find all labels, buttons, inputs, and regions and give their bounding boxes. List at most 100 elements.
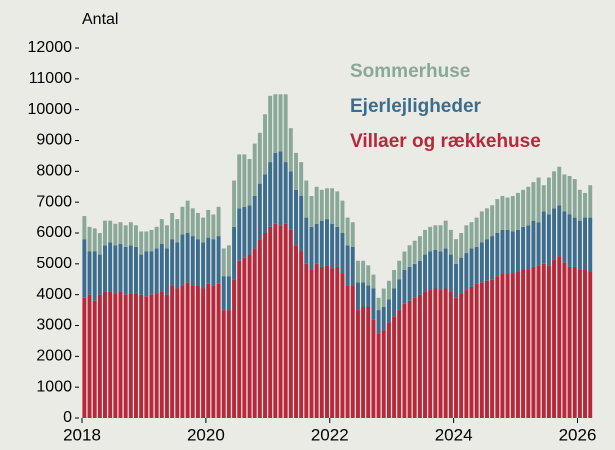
bar-segment: [325, 188, 329, 220]
bar-segment: [464, 253, 469, 291]
bar-segment: [206, 237, 211, 284]
bar-segment: [438, 251, 443, 291]
bar-segment: [118, 243, 123, 292]
bar-segment: [319, 220, 324, 267]
bar-segment: [154, 226, 159, 249]
bar-segment: [407, 245, 412, 267]
bar-segment: [500, 196, 505, 230]
bar-segment: [92, 251, 97, 301]
bar-segment: [490, 279, 495, 418]
bar-segment: [128, 222, 133, 246]
x-tick-label: 2024: [435, 425, 473, 444]
bar-segment: [386, 322, 391, 418]
bar-segment: [103, 220, 107, 246]
bar-segment: [149, 294, 154, 418]
bar-segment: [247, 159, 252, 206]
bar-segment: [433, 288, 438, 418]
bar-segment: [423, 291, 428, 418]
bar-segment: [294, 245, 298, 418]
bar-segment: [469, 286, 474, 418]
bar-segment: [536, 177, 541, 223]
bar-segment: [541, 185, 546, 212]
bar-segment: [288, 171, 293, 230]
bar-segment: [113, 245, 118, 294]
bar-segment: [97, 294, 102, 418]
bar-segment: [108, 220, 113, 243]
bar-segment: [175, 219, 180, 243]
bar-segment: [288, 229, 293, 418]
bar-segment: [237, 208, 242, 261]
bar-segment: [448, 254, 453, 292]
bar-segment: [588, 217, 593, 272]
bar-segment: [144, 251, 149, 297]
bar-segment: [546, 265, 551, 418]
bar-segment: [515, 229, 520, 272]
bar-segment: [474, 217, 479, 247]
bar-segment: [345, 285, 350, 418]
bar-segment: [366, 307, 371, 418]
bar-segment: [588, 185, 593, 218]
bar-segment: [283, 162, 288, 224]
bar-segment: [572, 179, 577, 218]
bar-segment: [474, 283, 479, 418]
bar-segment: [268, 95, 273, 163]
bar-segment: [139, 254, 144, 295]
bar-segment: [118, 222, 123, 244]
bar-segment: [541, 263, 546, 418]
bar-segment: [531, 182, 536, 221]
bar-segment: [355, 310, 360, 418]
bar-segment: [252, 196, 257, 249]
bar-segment: [562, 211, 567, 263]
bar-segment: [123, 225, 128, 247]
bar-segment: [226, 276, 231, 311]
bar-segment: [118, 291, 123, 418]
bar-segment: [521, 270, 526, 418]
bar-segment: [557, 256, 562, 418]
bar-segment: [577, 189, 582, 221]
bar-segment: [361, 307, 366, 418]
bar-segment: [294, 152, 298, 190]
y-tick-label: 9000: [36, 132, 72, 149]
bar-segment: [195, 285, 200, 418]
bar-segment: [268, 162, 273, 227]
bar-segment: [417, 260, 422, 295]
bar-segment: [201, 242, 206, 289]
y-tick-label: 11000: [29, 70, 72, 87]
bar-segment: [557, 205, 562, 257]
bar-segment: [87, 226, 92, 252]
bar-segment: [268, 226, 273, 418]
bar-segment: [190, 208, 195, 237]
bar-segment: [216, 236, 221, 284]
bar-segment: [201, 288, 206, 418]
bar-segment: [526, 225, 531, 270]
bar-segment: [500, 273, 505, 418]
bar-segment: [464, 290, 469, 418]
bar-segment: [175, 288, 180, 418]
bar-segment: [278, 94, 283, 152]
bar-segment: [531, 266, 536, 418]
bar-segment: [133, 225, 138, 247]
bar-segment: [185, 233, 190, 283]
bar-segment: [340, 233, 345, 274]
bar-segment: [572, 266, 577, 418]
bar-segment: [180, 206, 185, 235]
bar-segment: [159, 291, 164, 418]
bar-segment: [417, 294, 422, 418]
bar-segment: [128, 293, 133, 418]
bar-segment: [283, 223, 288, 418]
bar-segment: [355, 282, 360, 311]
bar-segment: [536, 265, 541, 418]
bar-segment: [108, 242, 113, 292]
bar-segment: [263, 114, 268, 175]
bar-segment: [113, 223, 118, 246]
y-tick-label: 2000: [36, 348, 72, 365]
bar-segment: [211, 239, 216, 286]
y-tick-label: 6000: [36, 224, 72, 241]
bar-segment: [386, 299, 391, 323]
y-tick-label: 0: [63, 409, 72, 426]
bar-segment: [407, 266, 412, 301]
bar-segment: [330, 268, 335, 418]
bar-segment: [87, 251, 92, 295]
bar-segment: [381, 307, 386, 331]
